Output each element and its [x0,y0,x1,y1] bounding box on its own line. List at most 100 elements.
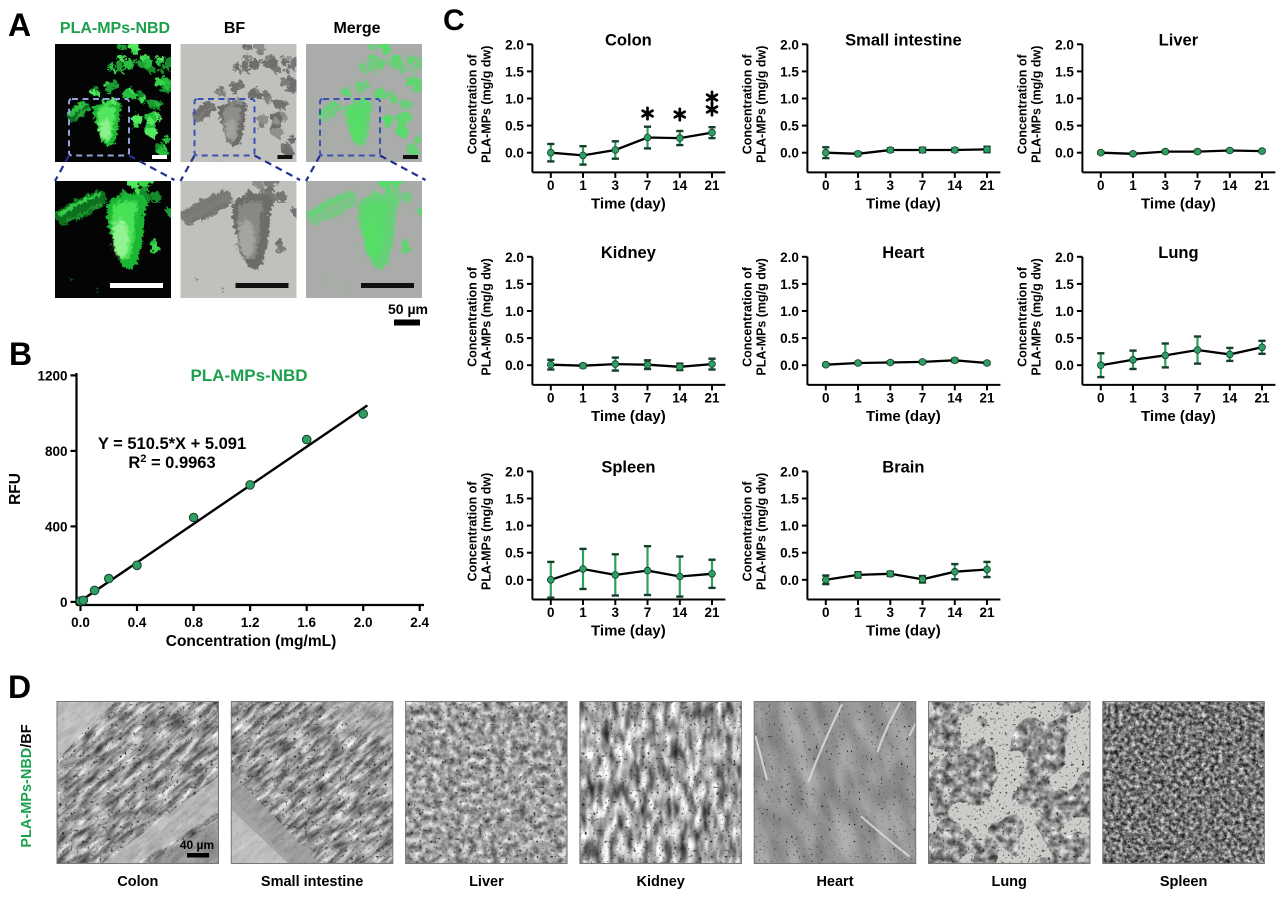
svg-text:7: 7 [919,605,927,620]
svg-text:1: 1 [579,605,587,620]
svg-text:0.0: 0.0 [505,573,524,588]
svg-text:PLA-MPs (mg/g dw): PLA-MPs (mg/g dw) [754,473,768,590]
svg-text:Time (day): Time (day) [866,623,941,640]
svg-text:2.0: 2.0 [1055,37,1074,52]
svg-text:0: 0 [822,390,830,405]
svg-text:Concentration of: Concentration of [465,481,479,582]
svg-text:21: 21 [979,178,995,193]
svg-text:1.0: 1.0 [780,92,799,107]
svg-text:40 µm: 40 µm [180,838,214,852]
svg-text:Concentration of: Concentration of [740,53,754,154]
svg-text:3: 3 [887,605,895,620]
svg-text:BF: BF [224,20,246,37]
svg-text:C: C [443,4,465,37]
svg-text:1.5: 1.5 [780,492,799,507]
svg-text:14: 14 [672,390,688,405]
svg-text:21: 21 [704,605,720,620]
svg-text:21: 21 [704,390,720,405]
svg-text:800: 800 [45,444,68,459]
svg-text:0.0: 0.0 [780,358,799,373]
svg-text:Heart: Heart [882,244,925,262]
svg-text:1.0: 1.0 [505,519,524,534]
svg-text:3: 3 [887,178,895,193]
svg-text:1.0: 1.0 [780,304,799,319]
svg-text:3: 3 [1162,178,1170,193]
svg-text:1.5: 1.5 [780,64,799,79]
svg-text:2.0: 2.0 [780,464,799,479]
svg-text:0: 0 [1097,178,1105,193]
svg-text:0: 0 [547,605,555,620]
svg-text:14: 14 [1222,390,1238,405]
svg-text:1.0: 1.0 [505,304,524,319]
svg-text:21: 21 [979,605,995,620]
svg-text:1.6: 1.6 [297,615,316,630]
svg-text:Time (day): Time (day) [866,408,941,425]
svg-text:Lung: Lung [1158,244,1198,262]
svg-text:3: 3 [887,390,895,405]
svg-text:14: 14 [947,605,963,620]
svg-text:3: 3 [612,390,620,405]
svg-text:1.5: 1.5 [505,492,524,507]
svg-text:0.0: 0.0 [71,615,90,630]
svg-text:Small intestine: Small intestine [261,874,363,890]
svg-text:Spleen: Spleen [601,458,655,476]
svg-text:0: 0 [822,605,830,620]
svg-text:Small intestine: Small intestine [845,31,961,49]
svg-text:1200: 1200 [37,368,67,383]
svg-text:14: 14 [672,605,688,620]
svg-text:0.5: 0.5 [780,119,799,134]
svg-text:0.0: 0.0 [505,358,524,373]
svg-text:2.0: 2.0 [1055,250,1074,265]
svg-text:0.0: 0.0 [780,573,799,588]
svg-text:1: 1 [579,390,587,405]
svg-text:7: 7 [919,390,927,405]
svg-text:0: 0 [547,178,555,193]
svg-text:0: 0 [60,595,68,610]
svg-text:21: 21 [979,390,995,405]
svg-text:Concentration of: Concentration of [740,266,754,367]
svg-text:7: 7 [1194,390,1202,405]
svg-text:2.0: 2.0 [505,464,524,479]
svg-text:7: 7 [644,605,652,620]
svg-text:Time (day): Time (day) [1141,195,1216,212]
svg-text:0.4: 0.4 [128,615,147,630]
svg-text:Concentration of: Concentration of [1015,53,1029,154]
svg-text:7: 7 [919,178,927,193]
svg-text:Time (day): Time (day) [1141,408,1216,425]
svg-text:1: 1 [1129,178,1137,193]
svg-text:Concentration of: Concentration of [465,53,479,154]
svg-text:Liver: Liver [1159,31,1199,49]
svg-text:R2 = 0.9963: R2 = 0.9963 [128,453,215,472]
svg-text:PLA-MPs-NBD: PLA-MPs-NBD [190,366,307,385]
svg-text:1.2: 1.2 [241,615,260,630]
svg-text:Colon: Colon [605,31,652,49]
svg-text:PLA-MPs (mg/g dw): PLA-MPs (mg/g dw) [479,473,493,590]
svg-text:1: 1 [854,605,862,620]
svg-text:Concentration (mg/mL): Concentration (mg/mL) [166,633,337,650]
svg-text:0.5: 0.5 [1055,119,1074,134]
svg-text:0.0: 0.0 [780,146,799,161]
svg-text:0.5: 0.5 [505,331,524,346]
svg-text:Kidney: Kidney [601,244,657,262]
svg-text:PLA-MPs (mg/g dw): PLA-MPs (mg/g dw) [479,258,493,375]
svg-text:PLA-MPs (mg/g dw): PLA-MPs (mg/g dw) [1029,46,1043,163]
svg-text:0.0: 0.0 [1055,358,1074,373]
svg-text:1.0: 1.0 [780,519,799,534]
svg-text:1: 1 [854,390,862,405]
svg-text:Concentration of: Concentration of [1015,266,1029,367]
svg-text:Lung: Lung [991,874,1026,890]
svg-text:Colon: Colon [117,874,158,890]
svg-text:14: 14 [947,178,963,193]
svg-text:Time (day): Time (day) [591,623,666,640]
svg-text:1.0: 1.0 [505,92,524,107]
svg-text:21: 21 [1254,390,1270,405]
svg-text:Spleen: Spleen [1160,874,1208,890]
svg-text:Time (day): Time (day) [591,408,666,425]
svg-text:2.0: 2.0 [505,37,524,52]
svg-text:7: 7 [1194,178,1202,193]
svg-text:2.0: 2.0 [354,615,373,630]
svg-text:Concentration of: Concentration of [740,481,754,582]
svg-text:0.0: 0.0 [1055,146,1074,161]
svg-text:0.5: 0.5 [505,119,524,134]
svg-text:0.5: 0.5 [780,331,799,346]
